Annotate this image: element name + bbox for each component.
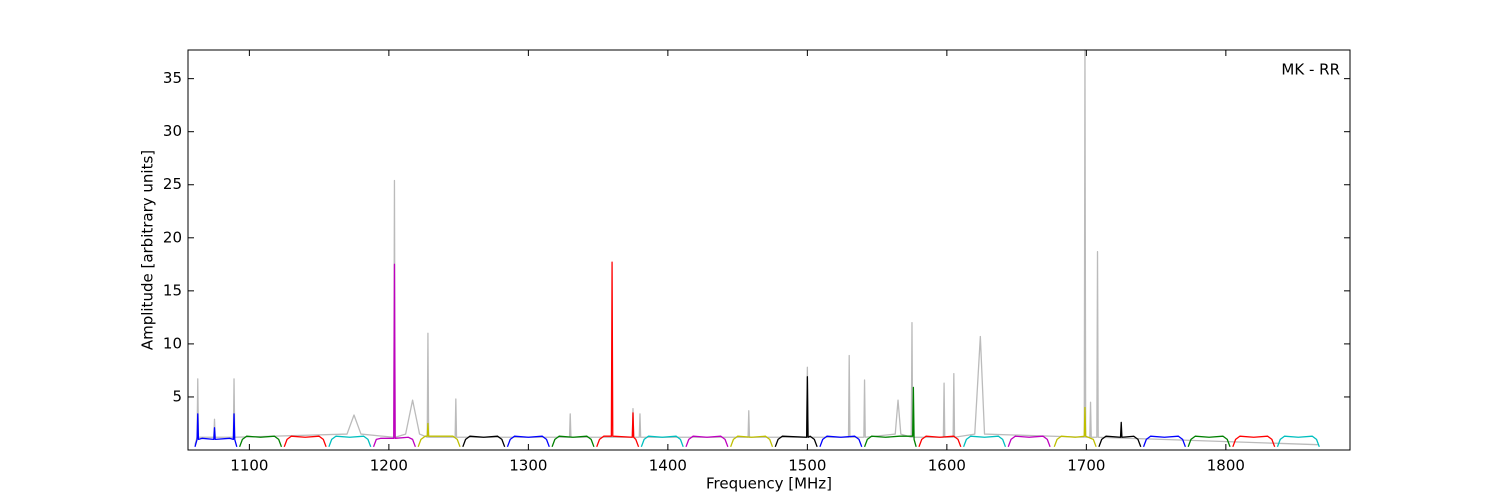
spectrum-line [685,435,729,448]
spectrum-line [1053,406,1097,448]
spectrum-line [283,435,327,448]
y-tick-label: 25 [163,175,182,193]
y-tick-label: 15 [163,281,182,299]
spectrum-line [1007,435,1051,448]
x-tick-label: 1300 [509,457,547,475]
spectrum-line [372,263,416,448]
spectrum-line [194,413,238,447]
spectrum-line [962,435,1007,448]
x-tick-label: 1800 [1207,457,1245,475]
y-tick-label: 5 [172,387,182,405]
spectrum-line [863,386,917,448]
y-tick-label: 35 [163,69,182,87]
spectrum-line [1187,435,1231,448]
x-tick-label: 1600 [928,457,966,475]
spectrum-line [596,261,640,448]
spectrum-line [918,435,962,448]
spectrum-line [1098,421,1142,448]
x-tick-label: 1400 [649,457,687,475]
spectrum-line [1142,435,1186,448]
y-tick-label: 30 [163,122,182,140]
spectrum-line [328,435,372,448]
annotation: MK - RR [1281,61,1340,79]
spectrum-line [730,435,774,448]
spectrum-line [506,435,550,448]
plot-frame [187,49,1351,451]
spectrum-line [819,435,863,448]
spectrum-line [417,422,461,448]
x-tick-label: 1200 [370,457,408,475]
spectrum-line [1232,435,1276,448]
x-tick-label: 1700 [1067,457,1105,475]
spectrum-line [194,49,1318,446]
y-axis-label: Amplitude [arbitrary units] [139,150,157,350]
spectrum-line [462,435,506,448]
y-tick-label: 20 [163,228,182,246]
x-tick-label: 1500 [788,457,826,475]
x-axis-label: Frequency [MHz] [706,475,832,493]
spectrum-line [640,435,684,448]
spectrum-line [551,435,595,448]
spectrum-line [239,435,283,448]
y-tick-label: 10 [163,334,182,352]
spectrum-line [774,376,818,448]
spectrum-line [1276,435,1320,448]
x-tick-label: 1100 [230,457,268,475]
